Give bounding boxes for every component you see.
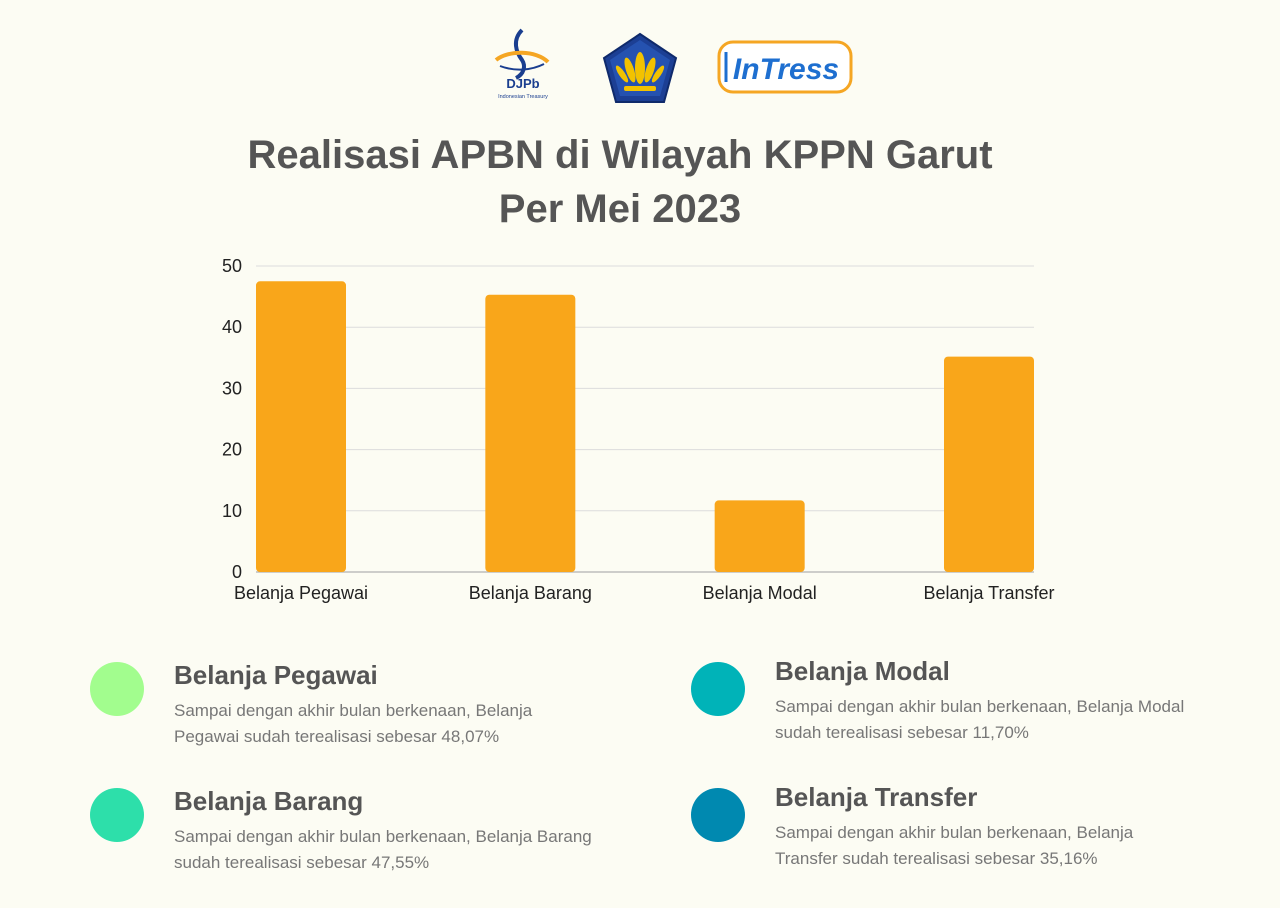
legend-card-desc: Sampai dengan akhir bulan berkenaan, Bel… — [775, 823, 1134, 868]
y-tick-label: 30 — [222, 378, 242, 398]
intress-logo: InTress — [717, 40, 853, 94]
legend-card-desc: Sampai dengan akhir bulan berkenaan, Bel… — [174, 827, 592, 872]
chart-grid — [256, 265, 1034, 573]
legend-dot — [691, 662, 745, 716]
legend-card-title: Belanja Pegawai — [174, 660, 378, 690]
x-tick-label: Belanja Transfer — [923, 583, 1054, 603]
logo-row: DJPb Indonesian Treasury InTress — [0, 22, 1280, 106]
x-axis-labels: Belanja Pegawai Belanja Barang Belanja Mod… — [234, 583, 1055, 603]
legend-card-desc: Sampai dengan akhir bulan berkenaan, Bel… — [174, 701, 533, 746]
svg-text:DJPb: DJPb — [506, 76, 539, 91]
djpb-logo: DJPb Indonesian Treasury — [494, 28, 550, 100]
x-tick-label: Belanja Pegawai — [234, 583, 368, 603]
legend-card-desc: Sampai dengan akhir bulan berkenaan, Bel… — [775, 697, 1185, 742]
kemenkeu-logo — [602, 32, 678, 103]
y-tick-label: 10 — [222, 501, 242, 521]
legend-dot — [90, 788, 144, 842]
bar — [714, 500, 805, 572]
page-title: Realisasi APBN di Wilayah KPPN Garut Per… — [0, 128, 1240, 236]
y-tick-label: 50 — [222, 256, 242, 276]
y-tick-label: 20 — [222, 440, 242, 460]
y-tick-label: 0 — [232, 562, 242, 582]
y-axis-ticks: 0 10 20 30 40 50 — [222, 256, 242, 582]
legend-dot — [90, 662, 144, 716]
x-tick-label: Belanja Barang — [469, 583, 592, 603]
x-tick-label: Belanja Modal — [703, 583, 817, 603]
legend-card-title: Belanja Modal — [775, 656, 950, 686]
legend-card-title: Belanja Transfer — [775, 782, 978, 812]
chart-bars — [256, 281, 1034, 572]
svg-text:Indonesian Treasury: Indonesian Treasury — [498, 94, 548, 100]
bar — [256, 281, 346, 572]
bar-chart: 0 10 20 30 40 50 Belanja Pegawai Belanja Baran… — [222, 256, 1055, 603]
title-line-1: Realisasi APBN di Wilayah KPPN Garut — [247, 133, 993, 177]
bar — [485, 294, 576, 572]
title-line-2: Per Mei 2023 — [498, 187, 742, 231]
legend-card-title: Belanja Barang — [174, 786, 364, 816]
legend-dot — [691, 788, 745, 842]
y-tick-label: 40 — [222, 317, 242, 337]
svg-text:InTress: InTress — [733, 53, 839, 86]
bar — [944, 356, 1034, 572]
